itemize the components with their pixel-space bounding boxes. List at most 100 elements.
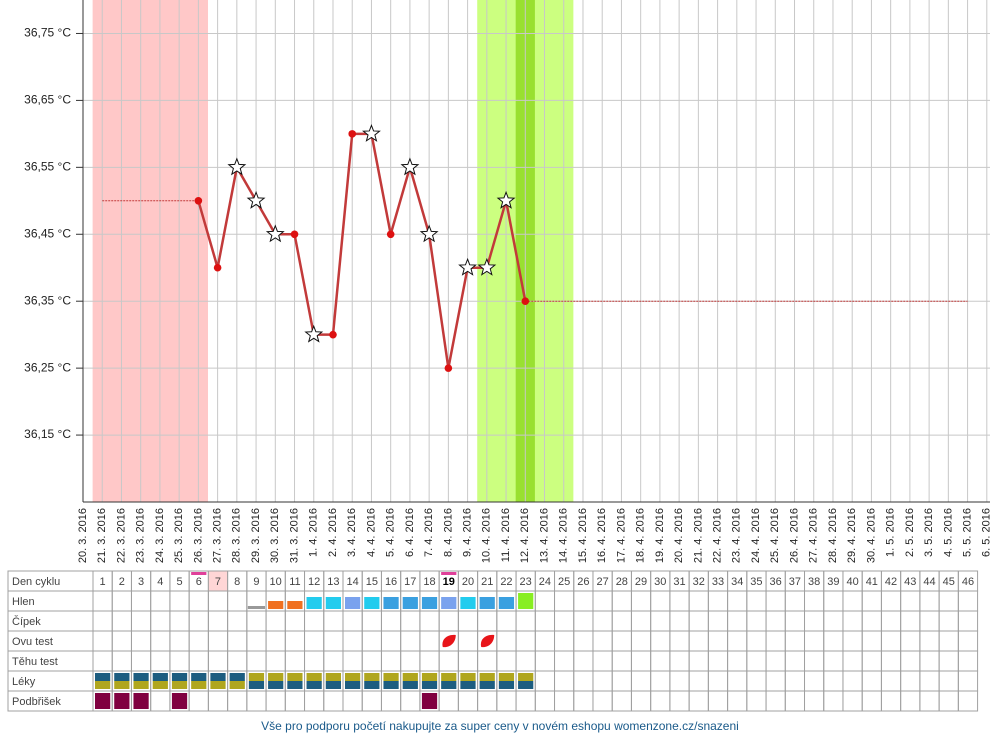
table-cell — [169, 650, 190, 672]
leky-top — [287, 673, 303, 681]
table-cell — [477, 610, 498, 632]
table-cell — [438, 610, 459, 632]
table-cell — [823, 630, 844, 652]
leky-top — [133, 673, 149, 681]
table-cell — [342, 610, 363, 632]
table-cell — [111, 650, 132, 672]
table-cell — [630, 630, 652, 652]
day-number: 41 — [866, 576, 878, 588]
table-cell — [900, 610, 921, 632]
table-cell — [246, 690, 267, 712]
table-cell — [669, 630, 690, 652]
table-cell — [227, 630, 248, 652]
x-tick-label: 1. 4. 2016 — [308, 508, 320, 557]
table-cell — [130, 630, 152, 652]
leky-top — [171, 673, 188, 681]
day-number: 43 — [904, 576, 916, 588]
table-cell — [284, 610, 306, 632]
footer-link[interactable]: Vše pro podporu početí nakupujte za supe… — [261, 719, 739, 733]
dot-marker — [348, 130, 357, 138]
leky-bottom — [95, 681, 111, 689]
table-cell — [938, 590, 959, 612]
star-marker — [400, 157, 420, 176]
table-cell — [727, 630, 748, 652]
leky-top — [210, 673, 226, 681]
table-cell — [823, 690, 844, 712]
table-cell — [457, 690, 479, 712]
table-cell — [188, 630, 209, 652]
x-tick-label: 30. 3. 2016 — [269, 508, 281, 563]
table-cell — [688, 590, 709, 612]
table-cell — [515, 690, 536, 712]
dot-marker — [329, 330, 337, 339]
table-cell — [150, 610, 171, 632]
leky-bottom — [498, 681, 515, 689]
row-label: Den cyklu — [12, 576, 60, 588]
x-tick-label: 11. 4. 2016 — [500, 508, 512, 562]
leky-bottom — [268, 681, 284, 689]
table-cell — [804, 590, 825, 612]
leky-top — [421, 673, 438, 681]
x-tick-label: 7. 4. 2016 — [423, 508, 435, 557]
table-cell — [284, 650, 306, 672]
table-cell — [496, 650, 517, 672]
table-cell — [630, 590, 652, 612]
table-cell — [554, 590, 575, 612]
table-cell — [246, 630, 267, 652]
table-cell — [727, 590, 748, 612]
table-cell — [842, 670, 863, 692]
table-cell — [169, 590, 190, 612]
dot-marker — [444, 364, 453, 372]
x-tick-label: 25. 4. 2016 — [769, 508, 781, 563]
star-marker — [304, 324, 324, 343]
table-cell — [554, 610, 575, 632]
table-cell — [380, 610, 402, 632]
table-cell — [919, 650, 940, 672]
table-cell — [688, 610, 709, 632]
table-cell — [823, 590, 844, 612]
star-marker — [477, 257, 497, 276]
podbrisek-mark — [133, 693, 149, 709]
table-cell — [188, 690, 209, 712]
leky-top — [383, 673, 399, 681]
table-cell — [746, 670, 767, 692]
table-cell — [265, 630, 286, 652]
table-cell — [861, 670, 882, 692]
table-cell — [765, 610, 786, 632]
table-cell — [688, 650, 709, 672]
x-tick-label: 12. 4. 2016 — [519, 508, 531, 563]
table-cell — [746, 650, 767, 672]
table-cell — [746, 590, 767, 612]
table-cell — [880, 670, 902, 692]
table-cell — [688, 690, 709, 712]
table-cell — [457, 610, 479, 632]
table-cell — [496, 610, 517, 632]
table-cell — [265, 610, 286, 632]
table-cell — [650, 630, 671, 652]
podbrisek-mark — [95, 693, 111, 709]
table-cell — [419, 610, 440, 632]
table-cell — [323, 630, 344, 652]
leky-bottom — [248, 681, 265, 689]
day-number: 1 — [100, 576, 106, 588]
x-tick-label: 23. 3. 2016 — [135, 508, 147, 563]
table-cell — [746, 690, 767, 712]
x-tick-label: 26. 4. 2016 — [788, 508, 800, 563]
y-tick-label: 36,25 °C — [24, 360, 71, 374]
table-cell — [765, 690, 786, 712]
table-cell — [380, 690, 402, 712]
table-cell — [400, 630, 421, 652]
table-cell — [938, 650, 959, 672]
x-tick-label: 10. 4. 2016 — [481, 508, 493, 563]
table-cell — [304, 610, 325, 632]
table-cell — [861, 590, 882, 612]
podbrisek-mark — [421, 693, 438, 709]
leky-top — [402, 673, 418, 681]
table-cell — [592, 670, 613, 692]
day-number: 14 — [346, 576, 358, 588]
table-cell — [880, 590, 902, 612]
table-cell — [515, 610, 536, 632]
table-cell — [130, 650, 152, 672]
table-cell — [534, 590, 556, 612]
table-cell — [880, 630, 902, 652]
